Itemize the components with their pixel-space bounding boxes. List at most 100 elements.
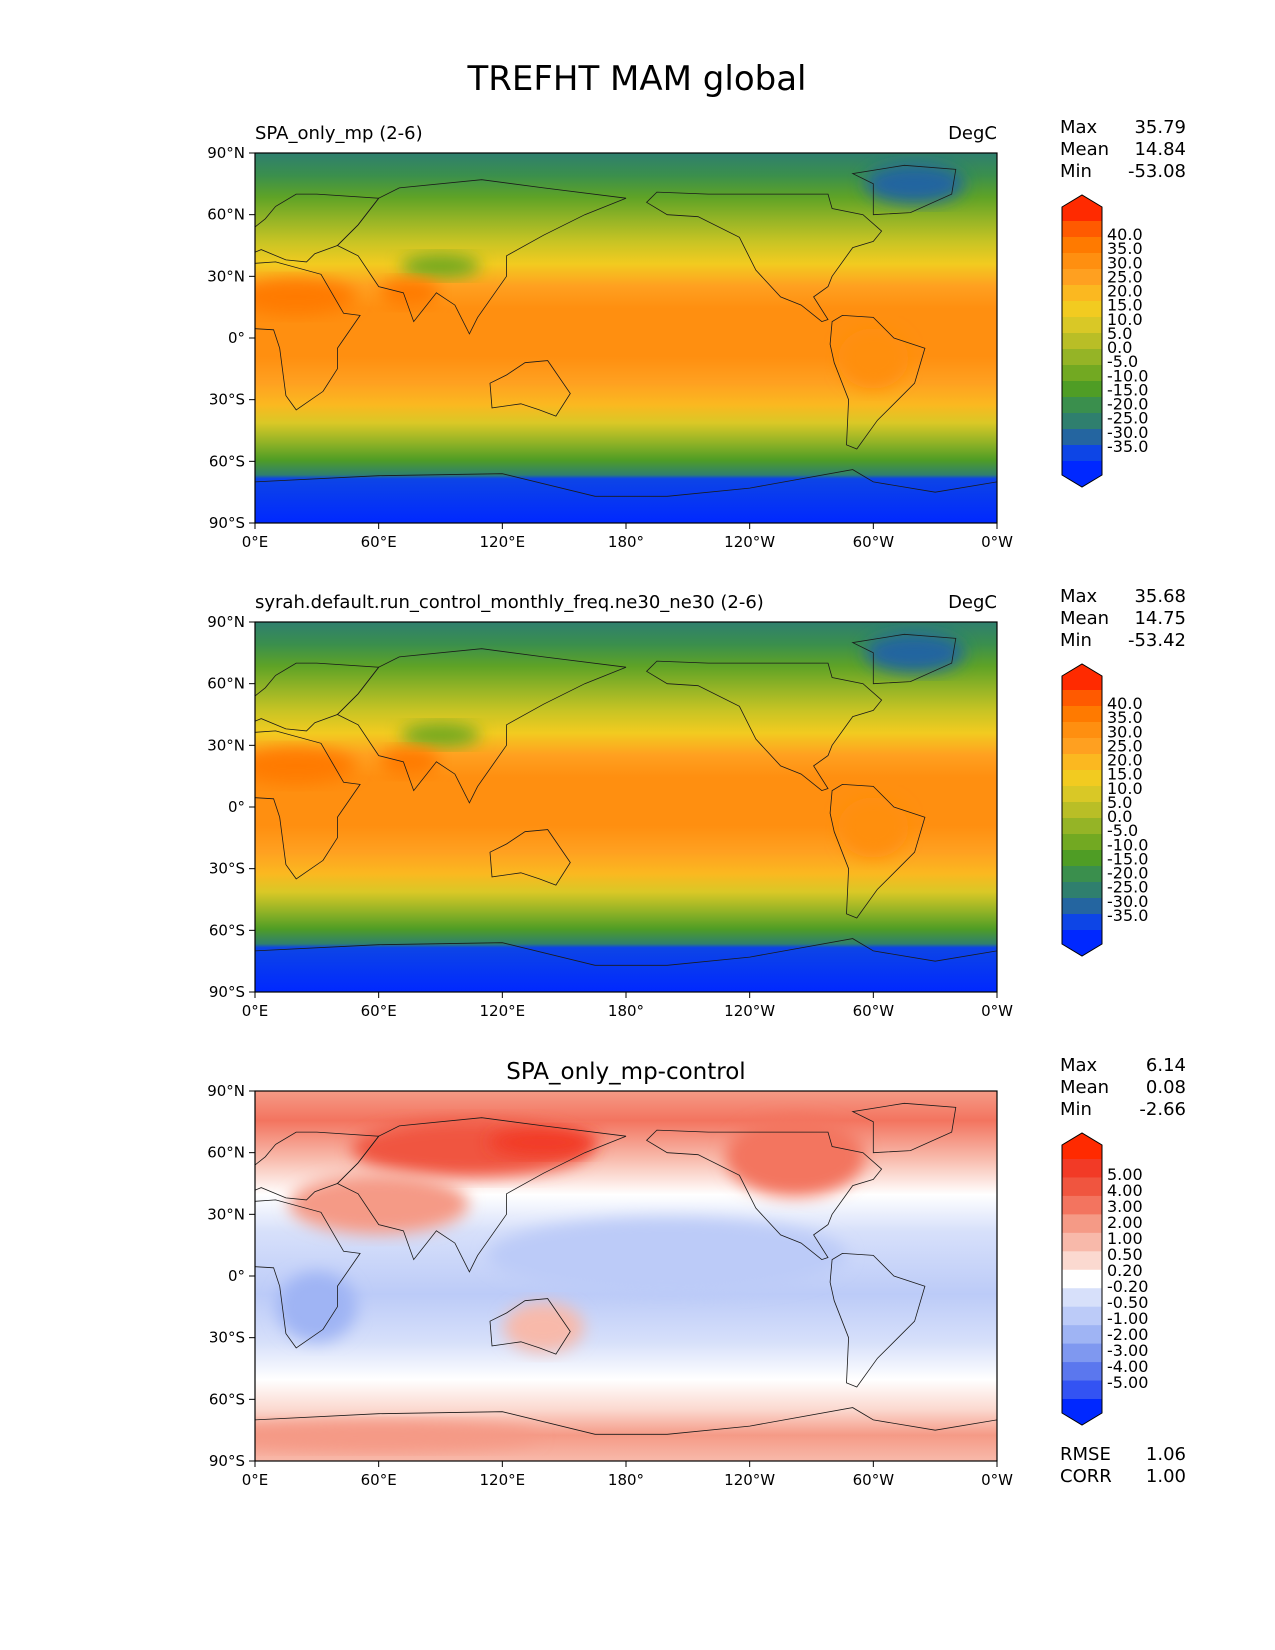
colorbar-tick-label: -25.0 <box>1107 878 1148 897</box>
colorbar-tick-label: -0.20 <box>1107 1277 1148 1296</box>
colorbar-tick-label: -5.00 <box>1107 1373 1148 1392</box>
panel-title-left: SPA_only_mp (2-6) <box>255 123 423 144</box>
map-field <box>255 153 997 523</box>
colorbar-tick-label: -30.0 <box>1107 892 1148 911</box>
east-siberia-peak <box>488 1128 599 1157</box>
extra-stat-value: 1.00 <box>1146 1466 1186 1487</box>
lon-tick-label: 60°W <box>853 1002 895 1020</box>
colorbar-segment <box>1062 349 1102 366</box>
coastline-0 <box>255 730 361 880</box>
coastline-3 <box>489 829 571 886</box>
colorbar-tick-label: -35.0 <box>1107 437 1148 456</box>
lon-tick-label: 120°E <box>480 533 526 551</box>
colorbar-extend-min <box>1062 930 1102 956</box>
lat-tick-label: 0° <box>228 798 245 816</box>
colorbar-segment <box>1062 1232 1102 1252</box>
coastline-6 <box>851 633 957 685</box>
lon-tick-label: 0°E <box>242 1471 269 1489</box>
colorbar-segment <box>1062 429 1102 446</box>
coastline-3 <box>489 1298 571 1355</box>
lon-tick-label: 0°E <box>242 533 269 551</box>
map-panel-2: 90°N 60°N 30°N 0° 30°S 60°S 90°S0°E 60°E 120°E 18… <box>207 586 1186 1020</box>
colorbar-tick-label: 15.0 <box>1107 296 1143 315</box>
colorbar: 40.035.030.025.020.015.010.05.00.0-5.0-1… <box>1061 663 1148 957</box>
lat-tick-label: 30°N <box>207 267 245 285</box>
colorbar-tick-label: 4.00 <box>1107 1181 1143 1200</box>
colorbar-tick-label: 5.00 <box>1107 1165 1143 1184</box>
colorbar-segment <box>1062 866 1102 883</box>
map-field <box>255 622 997 992</box>
colorbar-segment <box>1062 850 1102 867</box>
colorbar-tick-label: 25.0 <box>1107 736 1143 755</box>
colorbar-segment <box>1062 285 1102 302</box>
lat-tick-label: 60°N <box>207 1144 245 1162</box>
colorbar-tick-label: 35.0 <box>1107 708 1143 727</box>
colorbar-outline <box>1061 1132 1103 1426</box>
colorbar-tick-label: 10.0 <box>1107 310 1143 329</box>
colorbar-extend-min <box>1062 1399 1102 1425</box>
colorbar-segment <box>1062 770 1102 787</box>
lat-tick-label: 0° <box>228 1267 245 1285</box>
lon-tick-label: 180° <box>608 1002 644 1020</box>
colorbar-tick-label: -3.00 <box>1107 1341 1148 1360</box>
lat-tick-label: 90°N <box>207 1082 245 1100</box>
colorbar-tick-label: -5.0 <box>1107 821 1138 840</box>
stat-label: Min <box>1060 161 1092 182</box>
colorbar-segment <box>1062 333 1102 350</box>
lon-tick-label: 0°E <box>242 1002 269 1020</box>
stat-value: 6.14 <box>1146 1055 1186 1076</box>
colorbar-segment <box>1062 1380 1102 1400</box>
colorbar-tick-label: 10.0 <box>1107 779 1143 798</box>
colorbar-tick-label: 30.0 <box>1107 722 1143 741</box>
colorbar-segment <box>1062 1177 1102 1197</box>
lon-tick-label: 120°W <box>724 533 775 551</box>
colorbar-tick-label: -15.0 <box>1107 849 1148 868</box>
lat-tick-label: 90°S <box>209 983 245 1001</box>
stat-label: Max <box>1060 1055 1098 1076</box>
stat-value: 35.79 <box>1134 117 1186 138</box>
africa-cool-anomaly <box>276 1271 357 1342</box>
coastline-5 <box>829 1252 926 1388</box>
colorbar-segment <box>1062 269 1102 286</box>
india-warm-region <box>379 278 440 307</box>
coastline-4 <box>645 191 883 323</box>
lat-tick-label: 60°S <box>209 921 245 939</box>
colorbar-segment <box>1062 1288 1102 1308</box>
stat-value: 0.08 <box>1146 1077 1186 1098</box>
lon-tick-label: 120°E <box>480 1471 526 1489</box>
coastline-0 <box>255 1199 361 1349</box>
sahara-warm-region <box>255 747 357 784</box>
stat-value: 14.84 <box>1134 139 1186 160</box>
lon-tick-label: 0°W <box>981 1471 1013 1489</box>
colorbar-extend-max <box>1062 664 1102 690</box>
lat-tick-label: 90°N <box>207 613 245 631</box>
coastline-2 <box>336 179 627 335</box>
colorbar-tick-label: 20.0 <box>1107 751 1143 770</box>
colorbar-tick-label: -25.0 <box>1107 409 1148 428</box>
colorbar-tick-label: 35.0 <box>1107 239 1143 258</box>
lat-tick-label: 60°N <box>207 206 245 224</box>
colorbar-segment <box>1062 1306 1102 1326</box>
colorbar-tick-label: 40.0 <box>1107 694 1143 713</box>
india-warm-region <box>379 747 440 776</box>
stat-value: -53.08 <box>1128 161 1186 182</box>
colorbar-tick-label: 5.0 <box>1107 324 1132 343</box>
north-america-warm-anomaly <box>725 1116 866 1197</box>
colorbar-segment <box>1062 1325 1102 1345</box>
stat-value: 35.68 <box>1134 586 1186 607</box>
amazon-warm-region <box>838 328 909 389</box>
colorbar-tick-label: 20.0 <box>1107 282 1143 301</box>
colorbar-tick-label: -35.0 <box>1107 906 1148 925</box>
panel-units: DegC <box>948 123 997 144</box>
colorbar-segment <box>1062 1251 1102 1271</box>
colorbar-segment <box>1062 221 1102 238</box>
map-field <box>255 1091 997 1461</box>
extra-stat-label: CORR <box>1060 1466 1112 1487</box>
colorbar-tick-label: -15.0 <box>1107 380 1148 399</box>
colorbar-tick-label: 3.00 <box>1107 1197 1143 1216</box>
stat-value: -53.42 <box>1128 630 1186 651</box>
lon-tick-label: 60°E <box>361 533 397 551</box>
colorbar-segment <box>1062 834 1102 851</box>
colorbar-segment <box>1062 413 1102 430</box>
colorbar-segment <box>1062 1362 1102 1382</box>
